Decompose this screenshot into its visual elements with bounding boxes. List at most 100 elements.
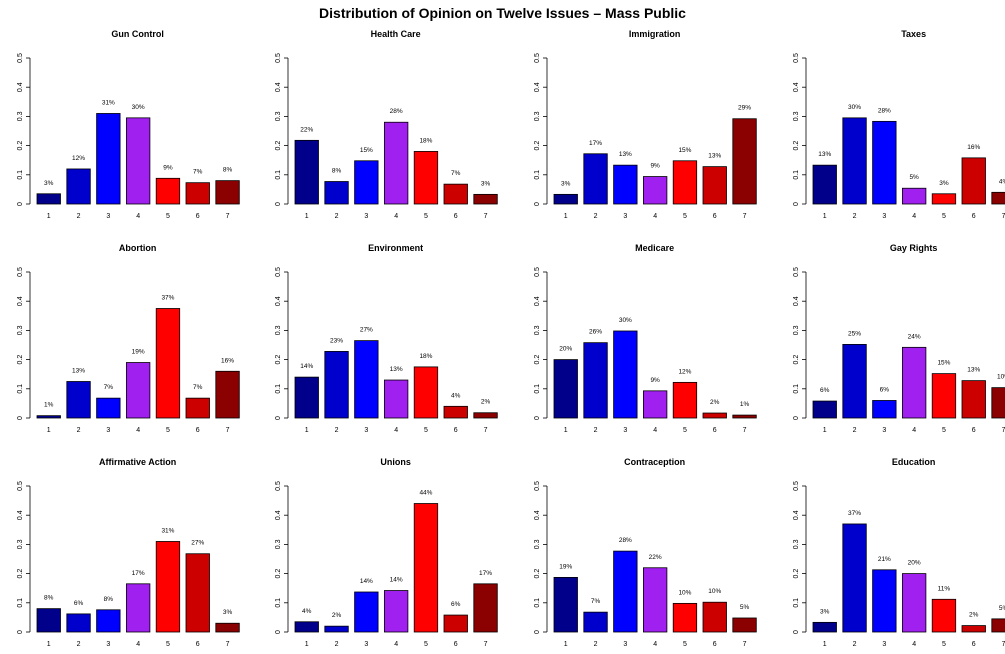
bar-value-label: 3% [223,609,233,616]
bar-value-label: 10% [678,589,691,596]
bar [155,177,181,205]
bar-value-label: 3% [820,608,830,615]
panel-title: Gun Control [111,29,164,39]
bar [96,609,121,633]
panel-health-care: Health Care00.10.20.30.40.522%18%215%328… [275,29,498,220]
bar-value-label: 5% [999,605,1005,612]
bar [36,415,61,419]
bar [443,183,468,205]
x-tick-label: 6 [972,641,976,648]
y-tick-label: 0.1 [793,384,800,394]
bar [126,117,151,205]
bar-value-label: 6% [820,387,830,394]
y-tick-label: 0.2 [534,141,541,151]
bar-value-label: 3% [939,180,949,187]
x-tick-label: 1 [823,213,827,220]
x-tick-label: 4 [912,641,916,648]
y-tick-label: 0 [793,416,800,420]
x-tick-label: 2 [335,427,339,434]
bar-value-label: 3% [481,180,491,187]
y-tick-label: 0.3 [534,325,541,335]
x-tick-label: 4 [653,427,657,434]
bar-value-label: 4% [451,392,461,399]
x-tick-label: 3 [106,641,110,648]
y-tick-label: 0.4 [534,296,541,306]
x-tick-label: 5 [424,213,428,220]
bar-value-label: 3% [561,180,571,187]
bar [324,181,349,205]
x-tick-label: 2 [77,641,81,648]
panel-contraception: Contraception 0 0.1 0.2 0.3 0.4 0.5 19% 1 7% 2 28% 3… [534,457,757,648]
bar-value-label: 1% [740,401,750,408]
bar-value-label: 19% [559,563,572,570]
x-tick-label: 6 [196,213,200,220]
bar [443,405,468,419]
bar [126,362,151,419]
bar-value-label: 11% [938,585,951,592]
bar [553,576,578,633]
x-tick-label: 4 [394,427,398,434]
bar-value-label: 8% [44,595,54,602]
y-tick-label: 0 [275,202,282,206]
y-tick-label: 0.4 [275,82,282,92]
x-tick-label: 5 [166,641,170,648]
bar-value-label: 15% [937,360,950,367]
x-tick-label: 7 [743,641,747,648]
x-tick-label: 1 [823,641,827,648]
bar-value-label: 22% [649,554,662,561]
bar [961,380,986,419]
panel-title: Health Care [371,29,421,39]
bar [215,370,240,419]
bar-value-label: 44% [419,490,432,497]
bar [36,608,61,633]
bar [732,118,757,205]
x-tick-label: 5 [166,427,170,434]
bar-value-label: 6% [74,600,84,607]
y-tick-label: 0.5 [17,481,24,491]
x-tick-label: 7 [1002,213,1005,220]
bar [413,151,439,205]
bar-value-label: 27% [191,540,204,547]
bar-value-label: 2% [710,399,720,406]
bar [354,591,379,633]
bar [702,601,727,633]
x-tick-label: 3 [364,213,368,220]
bar-value-label: 4% [302,608,312,615]
x-tick-label: 2 [594,641,598,648]
panel-title: Environment [368,243,423,253]
bar [643,390,668,419]
x-tick-label: 3 [106,213,110,220]
bar-value-label: 9% [650,377,660,384]
y-tick-label: 0.3 [17,325,24,335]
bar-value-label: 14% [390,577,403,584]
bar [66,381,91,419]
bar [294,139,319,205]
panel-abortion: Abortion 0 0.1 0.2 0.3 0.4 0.5 1% 1 13% 2 7% 3 19% 4 37… [17,243,240,434]
bar-value-label: 31% [161,527,174,534]
x-tick-label: 2 [77,427,81,434]
y-tick-label: 0.5 [793,267,800,277]
bar [991,618,1005,633]
y-tick-label: 0 [275,416,282,420]
bar-value-label: 21% [878,556,891,563]
panel-immigration: Immigration 0 0.1 0.2 0.3 0.4 0.5 3% 1 17% 2 13% 3 9%… [534,29,757,220]
bar-value-label: 3% [44,180,54,187]
y-tick-label: 0.4 [793,82,800,92]
bar-value-label: 17% [479,570,492,577]
x-tick-label: 3 [364,427,368,434]
y-tick-label: 0.5 [275,481,282,491]
bar [812,621,837,633]
y-tick-label: 0.1 [534,598,541,608]
y-tick-label: 0 [534,202,541,206]
bar-value-label: 30% [132,104,145,111]
y-tick-label: 0.2 [534,355,541,365]
bar-value-label: 7% [193,384,203,391]
y-tick-label: 0.3 [17,111,24,121]
y-tick-label: 0.2 [534,569,541,579]
panel-gun-control: Gun Control 0 0.1 0.2 0.3 0.4 0.5 3% 1 12% 2 31% 3 30… [17,29,240,220]
bar-value-label: 15% [360,147,373,154]
bar-value-label: 28% [390,108,403,115]
bar [643,567,668,633]
y-tick-label: 0.1 [793,598,800,608]
bar [185,182,210,205]
